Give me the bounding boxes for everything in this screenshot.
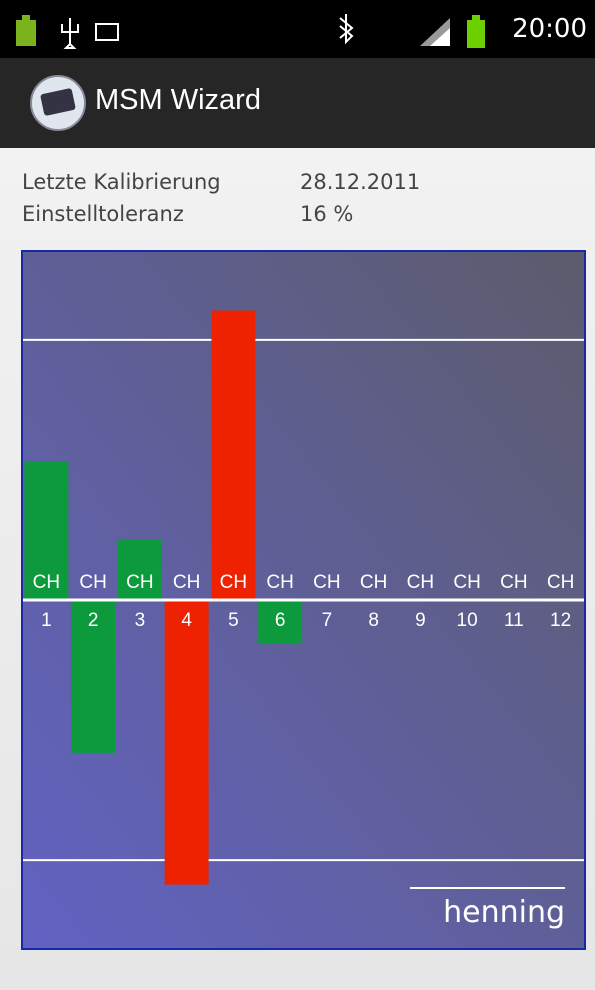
app-bar: MSM Wizard	[0, 58, 595, 148]
channel-prefix: CH	[266, 572, 293, 593]
channel-number: 7	[322, 610, 333, 631]
channel-number: 1	[41, 610, 52, 631]
bar	[211, 311, 255, 600]
channel-number: 3	[135, 610, 146, 631]
channel-prefix: CH	[500, 572, 527, 593]
channel-prefix: CH	[453, 572, 480, 593]
channel-number: 6	[275, 610, 286, 631]
channel-prefix: CH	[33, 572, 60, 593]
status-right-icons	[0, 0, 595, 58]
status-bar: 20:00	[0, 0, 595, 58]
bar	[118, 540, 162, 600]
app-icon[interactable]	[0, 58, 90, 148]
channel-prefix: CH	[220, 572, 247, 593]
channel-prefix: CH	[173, 572, 200, 593]
chart: CH 1 CH 2 CH 3 CH 4 CH 5 CH 6 CH 7 CH 8 CH 9 CH 10 CH 11 CH 12 h…	[0, 0, 595, 990]
channel-number: 11	[504, 610, 524, 631]
info-value: 16 %	[300, 202, 353, 226]
channel-prefix: CH	[360, 572, 387, 593]
channel-number: 10	[457, 610, 478, 631]
info-label: Letzte Kalibrierung	[22, 170, 221, 194]
channel-number: 8	[368, 610, 379, 631]
channel-prefix: CH	[126, 572, 153, 593]
channel-number: 4	[181, 610, 192, 631]
channel-number: 5	[228, 610, 239, 631]
clock: 20:00	[512, 14, 587, 44]
bar	[71, 600, 115, 753]
channel-prefix: CH	[313, 572, 340, 593]
chart-frame	[22, 251, 585, 949]
channel-number: 12	[550, 610, 571, 631]
channel-prefix: CH	[407, 572, 434, 593]
bar	[258, 600, 302, 644]
channel-prefix: CH	[79, 572, 106, 593]
bar	[24, 462, 68, 600]
info-value: 28.12.2011	[300, 170, 420, 194]
channel-number: 9	[415, 610, 426, 631]
app-title: MSM Wizard	[95, 84, 261, 117]
channel-number: 2	[88, 610, 99, 631]
channel-prefix: CH	[547, 572, 574, 593]
info-label: Einstelltoleranz	[22, 202, 184, 226]
logo: henning	[443, 895, 565, 930]
bar	[165, 600, 209, 885]
screen: 20:00 MSM Wizard Letzte Kalibrierung 28.…	[0, 0, 595, 990]
